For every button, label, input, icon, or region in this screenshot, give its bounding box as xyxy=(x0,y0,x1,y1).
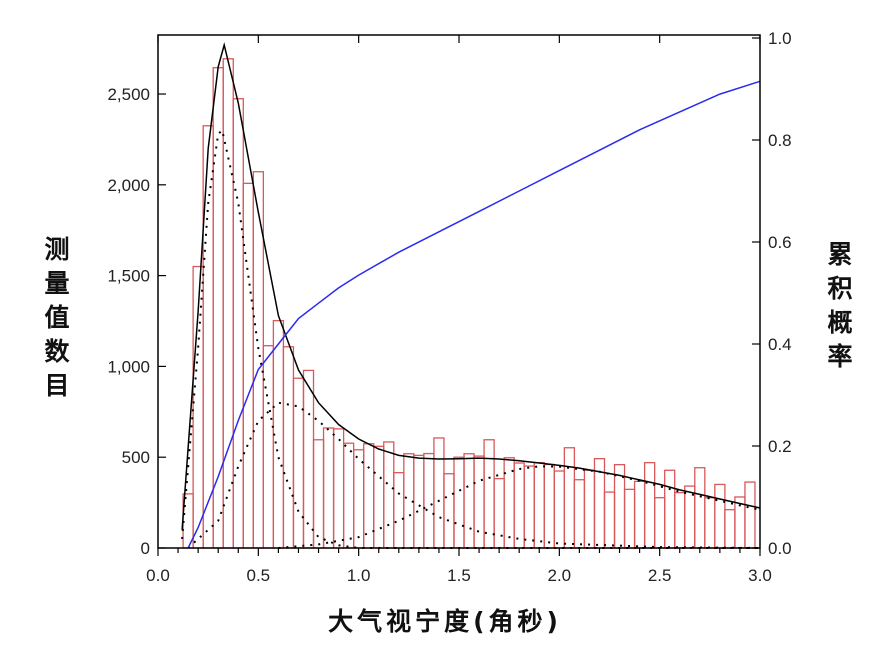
x-tick-label: 2.5 xyxy=(648,566,672,585)
histogram-bar xyxy=(423,452,435,549)
histogram-bar xyxy=(453,456,465,549)
ticks: 0.0 0.5 1.0 1.5 2.0 2.5 3.0 0 500 1,000 1,500 2,000… xyxy=(107,29,791,585)
histogram-bar xyxy=(523,465,535,549)
curves xyxy=(181,42,761,549)
y2-axis-title: 累积概率 xyxy=(827,240,853,371)
histogram-bar xyxy=(463,453,475,549)
total-fit-line xyxy=(181,42,761,530)
y2-tick-label: 0.2 xyxy=(768,437,792,456)
y2-tick-label: 0.8 xyxy=(768,131,792,150)
histogram-bar xyxy=(603,491,616,549)
y2-tick-label: 0.6 xyxy=(768,233,792,252)
histogram-bar xyxy=(352,449,365,549)
histogram-bar xyxy=(373,445,385,549)
histogram-bar xyxy=(282,346,295,549)
x-tick-label: 0.0 xyxy=(146,566,170,585)
histogram-bar xyxy=(583,469,596,549)
histogram-bar xyxy=(322,427,335,549)
y2-tick-label: 1.0 xyxy=(768,29,792,48)
histogram-bar xyxy=(493,477,505,549)
histogram-bar xyxy=(302,369,315,549)
x-axis-title: 大气视宁度(角秒) xyxy=(328,607,562,636)
histogram-bar xyxy=(393,471,405,549)
histogram-bar xyxy=(483,439,495,549)
y-tick-label: 1,500 xyxy=(107,267,150,286)
y2-tick-label: 0.0 xyxy=(768,539,792,558)
histogram-bar xyxy=(332,428,345,549)
histogram-bar xyxy=(433,437,445,549)
histogram-bar xyxy=(533,462,545,549)
histogram-bar xyxy=(413,454,425,549)
histogram-bar xyxy=(232,98,244,549)
y-tick-label: 500 xyxy=(122,448,150,467)
histogram-bar xyxy=(443,473,455,549)
histogram-bar xyxy=(543,463,555,549)
y-tick-label: 0 xyxy=(141,539,150,558)
histogram-bar xyxy=(202,125,214,549)
plot-frame xyxy=(157,34,761,549)
component-fit-line-3 xyxy=(278,465,761,549)
histogram-bar xyxy=(623,488,636,549)
histogram-bar xyxy=(363,443,375,549)
histogram-bar xyxy=(573,479,586,549)
histogram-bar xyxy=(704,497,716,549)
histogram-bar xyxy=(262,345,275,549)
histogram-bar xyxy=(383,441,395,549)
x-tick-label: 1.5 xyxy=(447,566,471,585)
x-tick-label: 0.5 xyxy=(247,566,271,585)
component-fit-line-1 xyxy=(181,128,760,549)
histogram-bar xyxy=(563,447,576,549)
histogram-bar xyxy=(312,439,325,549)
histogram-bar xyxy=(664,469,676,549)
y-axis-title: 测量值数目 xyxy=(44,235,70,400)
y-tick-label: 2,500 xyxy=(107,85,150,104)
histogram-bar xyxy=(222,58,234,549)
histogram-bar xyxy=(724,509,736,549)
cumulative-probability-line xyxy=(187,80,761,549)
histogram-bar xyxy=(674,491,686,549)
histogram-bar xyxy=(633,480,646,549)
histogram-bar xyxy=(292,377,305,549)
histogram-bar xyxy=(473,455,485,549)
histogram-bar xyxy=(744,481,756,549)
x-tick-label: 3.0 xyxy=(748,566,772,585)
histogram-bar xyxy=(342,442,355,549)
y2-tick-label: 0.4 xyxy=(768,335,792,354)
histogram-bar xyxy=(643,462,656,549)
histogram-bar xyxy=(553,470,565,549)
x-tick-label: 1.0 xyxy=(347,566,371,585)
y-tick-label: 2,000 xyxy=(107,176,150,195)
y-tick-label: 1,000 xyxy=(107,357,150,376)
histogram-bar xyxy=(242,182,254,549)
histogram-bar xyxy=(714,483,726,549)
histogram-bar xyxy=(654,497,666,549)
x-tick-label: 2.0 xyxy=(548,566,572,585)
histogram-bar xyxy=(513,462,525,549)
histogram-bar xyxy=(694,467,706,549)
histogram-bars xyxy=(182,58,756,549)
